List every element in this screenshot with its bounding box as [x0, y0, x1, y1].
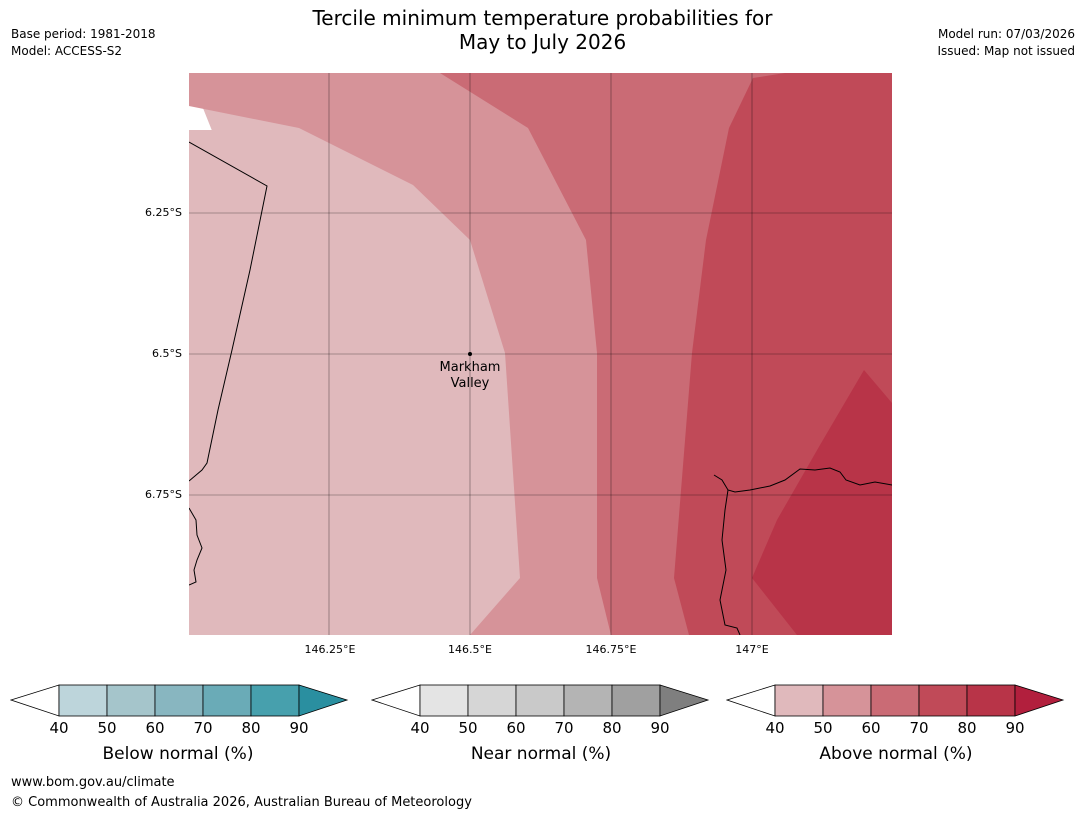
model-text: Model: ACCESS-S2	[11, 44, 123, 58]
legend-near-under-arrow	[371, 684, 421, 717]
lon-label-147: 147°E	[735, 643, 769, 656]
coastline-east	[713, 467, 892, 493]
legend-above-over-arrow	[1014, 684, 1065, 717]
legend-below-swatch-40-50	[58, 684, 108, 717]
coastline-southwest	[189, 507, 203, 586]
legend-below-tick: 40	[49, 719, 69, 737]
legend-above-tick: 70	[909, 719, 929, 737]
above-80-90-region	[752, 370, 892, 635]
legend-above-under-arrow	[726, 684, 776, 717]
coastline-river	[719, 489, 741, 635]
map-title: Tercile minimum temperature probabilitie…	[0, 6, 1085, 54]
lon-label-146-25: 146.25°E	[304, 643, 356, 656]
footer-url[interactable]: www.bom.gov.au/climate	[11, 775, 175, 790]
model-run-text: Model run: 07/03/2026	[937, 27, 1075, 41]
legend-below-swatch-50-60	[106, 684, 156, 717]
legend-below-tick: 60	[145, 719, 165, 737]
legend-below-tick: 90	[289, 719, 309, 737]
legend-above-swatch-40-50	[774, 684, 824, 717]
lon-label-146-5: 146.5°E	[448, 643, 492, 656]
place-label-markham-valley: Markham Valley	[420, 360, 520, 392]
legend-near-swatch-40-50	[419, 684, 469, 717]
place-label-line2: Valley	[450, 376, 490, 391]
legend-near-tick: 40	[410, 719, 430, 737]
legend-above-tick: 50	[813, 719, 833, 737]
legend-below-swatch-80-90	[250, 684, 300, 717]
legend-near-swatch-80-90	[611, 684, 661, 717]
legend-below-swatch-60-70	[154, 684, 204, 717]
legend-near-tick: 70	[554, 719, 574, 737]
legend-above-title: Above normal (%)	[819, 744, 973, 764]
legend-near-tick: 90	[650, 719, 670, 737]
legend-below-swatch-70-80	[202, 684, 252, 717]
legend-below-under-arrow	[10, 684, 60, 717]
issued-text: Issued: Map not issued	[937, 44, 1075, 58]
markham-valley-marker[interactable]	[468, 352, 472, 356]
legend-below-tick: 70	[193, 719, 213, 737]
legend-near-tick: 50	[458, 719, 478, 737]
map-title-line2: May to July 2026	[458, 30, 627, 54]
legend-above-tick: 90	[1005, 719, 1025, 737]
coastline	[189, 141, 892, 635]
legend-above-tick: 80	[957, 719, 977, 737]
lat-label-6-5: 6.5°S	[152, 347, 182, 360]
legend-near-normal	[371, 684, 710, 717]
legend-near-tick: 80	[602, 719, 622, 737]
legend-above-tick: 40	[765, 719, 785, 737]
legend-near-tick: 60	[506, 719, 526, 737]
legend-near-swatch-70-80	[563, 684, 613, 717]
map-title-line1: Tercile minimum temperature probabilitie…	[312, 6, 773, 30]
meta-right: Model run: 07/03/2026 Issued: Map not is…	[937, 26, 1075, 60]
legend-below-tick: 80	[241, 719, 261, 737]
legend-above-swatch-60-70	[870, 684, 920, 717]
legend-above-normal	[726, 684, 1065, 717]
legend-above-swatch-70-80	[918, 684, 968, 717]
coastline-west	[189, 141, 268, 482]
base-period-text: Base period: 1981-2018	[11, 27, 156, 41]
lat-label-6-25: 6.25°S	[145, 206, 182, 219]
legend-near-swatch-60-70	[515, 684, 565, 717]
meta-left: Base period: 1981-2018 Model: ACCESS-S2	[11, 26, 156, 60]
legend-above-swatch-50-60	[822, 684, 872, 717]
legend-near-over-arrow	[659, 684, 710, 717]
place-label-line1: Markham	[439, 360, 501, 375]
lon-label-146-75: 146.75°E	[585, 643, 637, 656]
legend-near-title: Near normal (%)	[470, 744, 612, 764]
legend-near-swatch-50-60	[467, 684, 517, 717]
legend-below-title: Below normal (%)	[102, 744, 254, 764]
lat-label-6-75: 6.75°S	[145, 488, 182, 501]
legend-above-tick: 60	[861, 719, 881, 737]
legend-below-normal	[10, 684, 349, 717]
footer-copyright: © Commonwealth of Australia 2026, Austra…	[11, 795, 472, 810]
legend-above-swatch-80-90	[966, 684, 1016, 717]
legend-below-over-arrow	[298, 684, 349, 717]
legend-below-tick: 50	[97, 719, 117, 737]
